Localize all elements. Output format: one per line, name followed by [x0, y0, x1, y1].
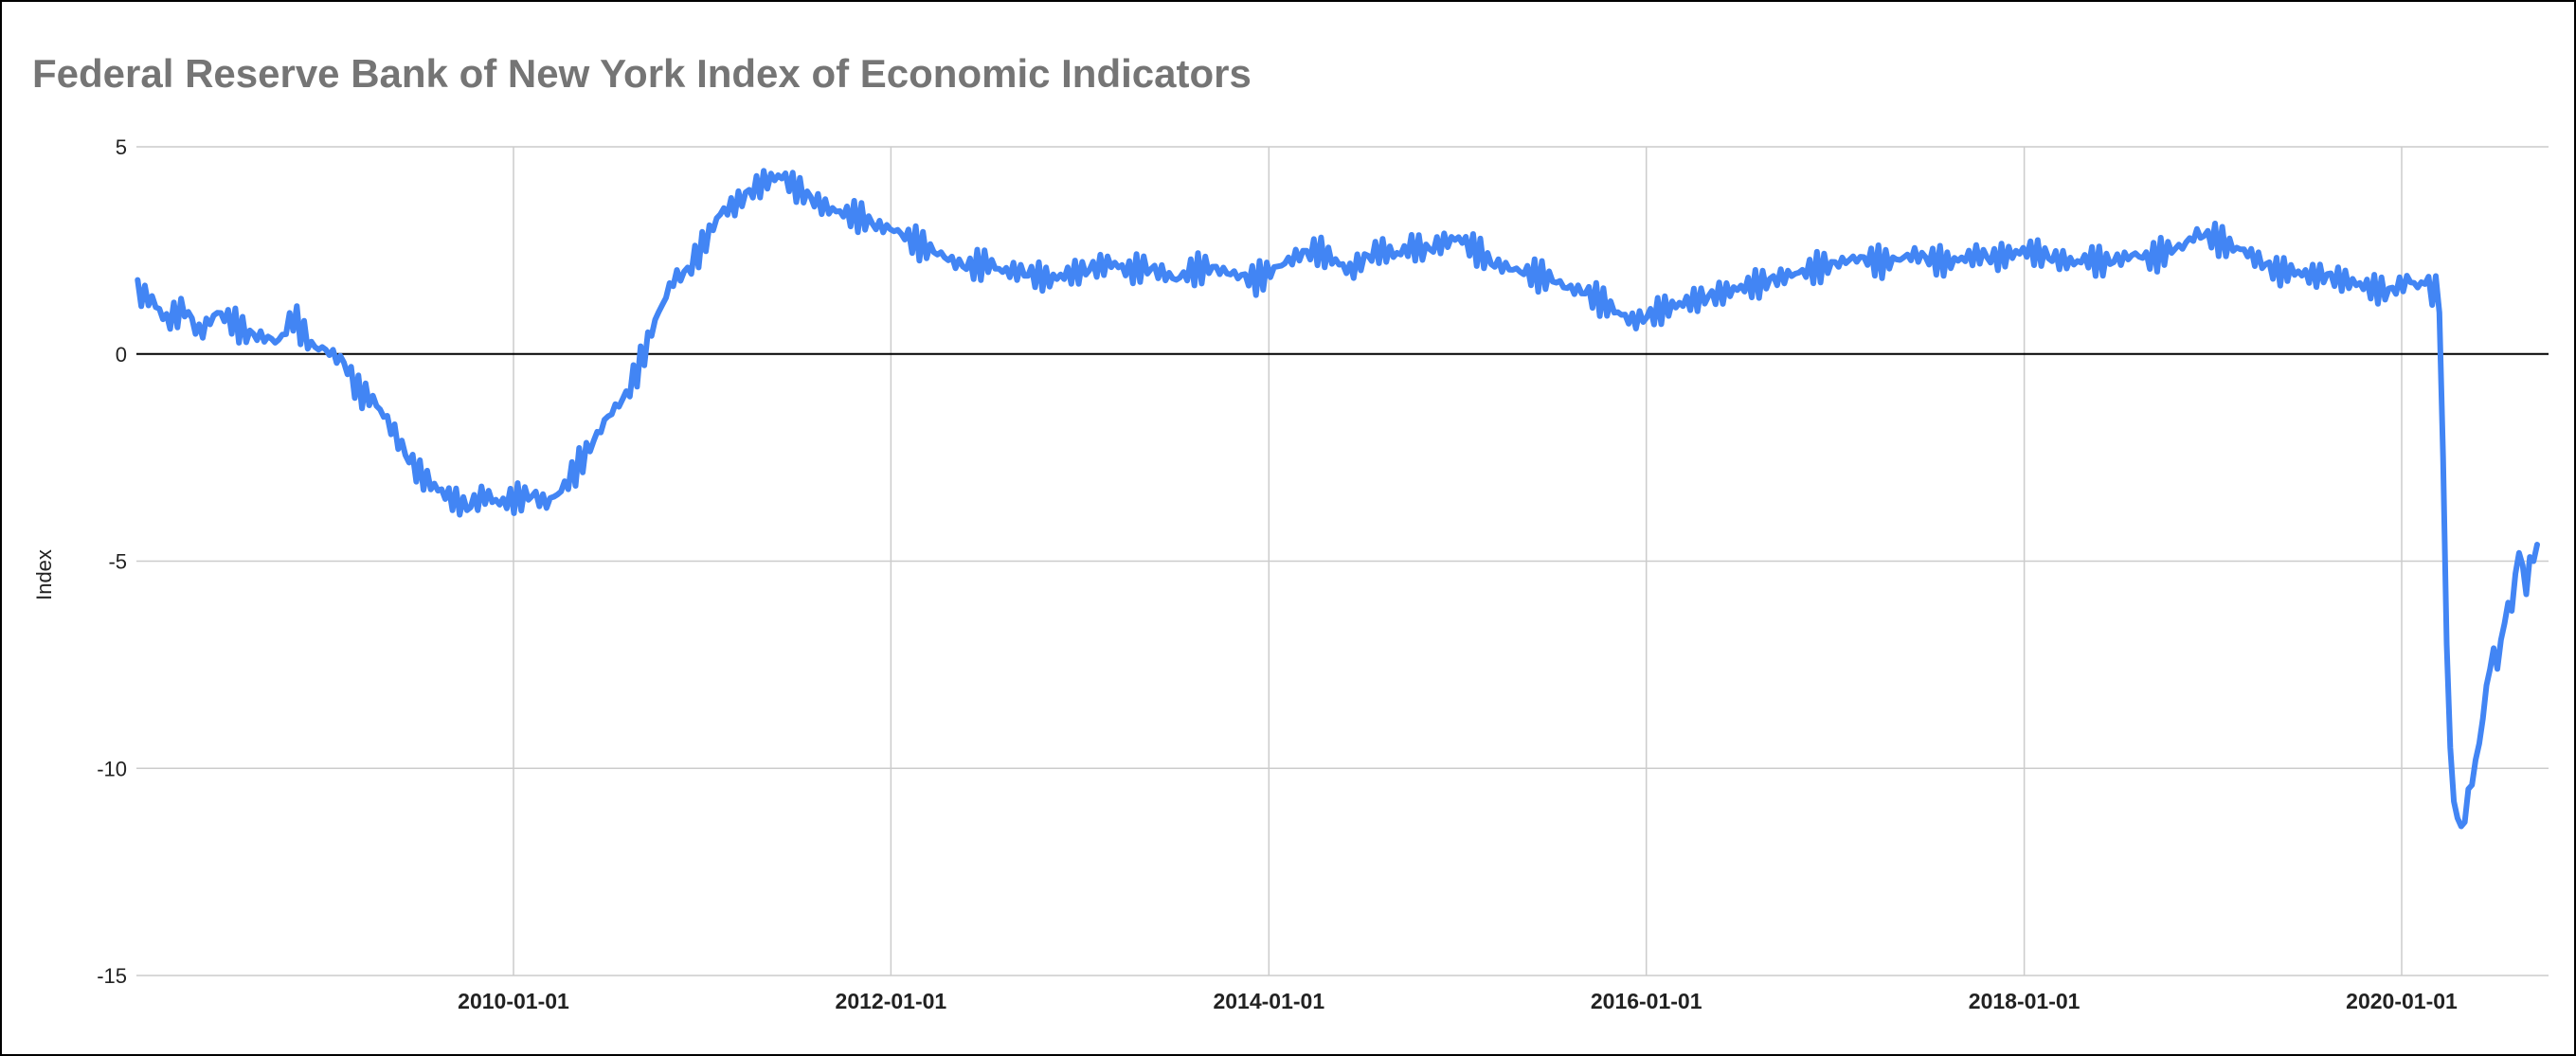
y-tick-label: -5	[108, 550, 127, 574]
grid-lines	[136, 146, 2549, 976]
x-tick-label: 2014-01-01	[1213, 989, 1324, 1013]
y-tick-label: -10	[97, 757, 127, 780]
chart-title: Federal Reserve Bank of New York Index o…	[32, 51, 1252, 96]
y-tick-label: 5	[116, 135, 127, 159]
y-axis-label: Index	[32, 549, 56, 600]
x-tick-label: 2018-01-01	[1969, 989, 2081, 1013]
x-tick-label: 2012-01-01	[836, 989, 947, 1013]
x-tick-label: 2020-01-01	[2346, 989, 2458, 1013]
x-tick-label: 2010-01-01	[458, 989, 569, 1013]
y-tick-label: 0	[116, 343, 127, 367]
x-tick-label: 2016-01-01	[1591, 989, 1702, 1013]
series-layer	[135, 168, 2540, 830]
x-axis-ticks: 2010-01-01 2012-01-01 2014-01-01 2016-01-01…	[458, 989, 2458, 1013]
index-series-line	[135, 168, 2540, 830]
y-axis-ticks: 5 0 -5 -10 -15	[97, 135, 127, 988]
y-tick-label: -15	[97, 964, 127, 988]
